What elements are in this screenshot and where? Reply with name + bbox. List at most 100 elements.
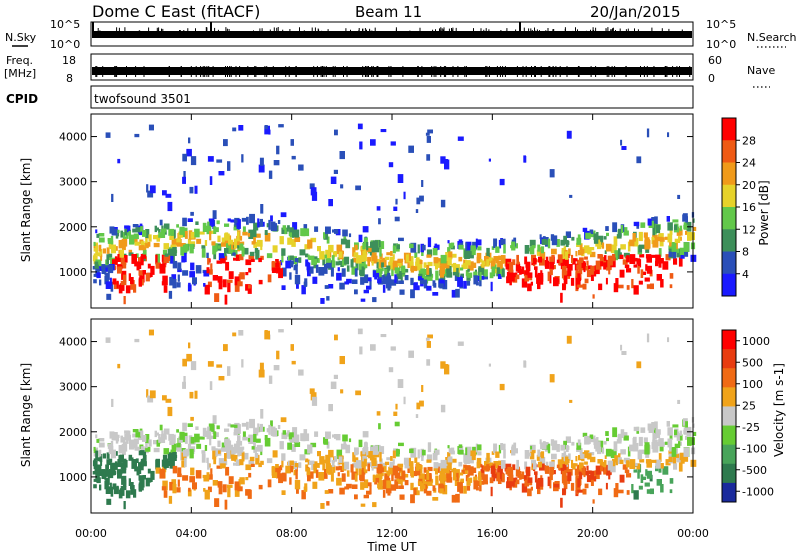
power-cell (250, 258, 255, 262)
velocity-cell (203, 475, 210, 482)
power-cell (155, 253, 160, 264)
velocity-cell (363, 465, 366, 472)
velocity-cell (134, 464, 137, 472)
power-cell (95, 245, 99, 256)
power-cell (636, 258, 641, 265)
power-cell (204, 284, 210, 295)
velocity-cell (571, 441, 575, 446)
velocity-cell (604, 464, 607, 473)
velocity-cell (146, 389, 149, 398)
power-cell (549, 261, 554, 270)
velocity-cell (640, 474, 644, 483)
velocity-cell (577, 439, 581, 446)
velocity-cell (569, 399, 573, 403)
velocity-cell (275, 467, 280, 473)
power-cell (217, 245, 221, 249)
power-cell (416, 197, 421, 205)
colorbar-swatch (722, 184, 736, 208)
velocity-cell (336, 449, 343, 460)
power-cell (671, 242, 677, 252)
velocity-cell (278, 329, 284, 333)
velocity-cell (446, 477, 453, 483)
power-cell (307, 254, 310, 260)
velocity-cell (475, 443, 478, 453)
velocity-cell (255, 438, 261, 443)
power-cell (585, 232, 591, 239)
velocity-cell (363, 458, 367, 467)
power-cell (501, 268, 505, 278)
velocity-cell (201, 450, 206, 454)
power-cell (614, 225, 617, 231)
velocity-cell (217, 440, 221, 448)
power-cell (234, 276, 240, 286)
velocity-cell (362, 431, 369, 438)
power-cell (384, 256, 389, 260)
velocity-cell (93, 446, 96, 451)
velocity-cell (182, 475, 189, 481)
velocity-cell (658, 438, 664, 446)
velocity-cell (207, 361, 214, 367)
power-cell (577, 234, 581, 241)
velocity-cell (303, 433, 310, 442)
power-cell (216, 159, 223, 163)
velocity-cell (366, 447, 369, 456)
velocity-cell (223, 344, 228, 352)
velocity-cell (225, 466, 230, 476)
power-cell (156, 235, 160, 242)
power-cell (256, 239, 263, 247)
velocity-cell (585, 437, 591, 444)
power-cell (216, 220, 220, 225)
velocity-cell (570, 482, 575, 491)
velocity-cell (331, 460, 335, 467)
power-cell (194, 228, 200, 238)
velocity-cell (227, 449, 233, 459)
velocity-cell (141, 459, 147, 464)
velocity-cell (258, 462, 262, 468)
power-cell (427, 129, 433, 134)
power-cell (676, 248, 681, 258)
power-cell (610, 257, 616, 268)
velocity-cell (121, 443, 128, 452)
velocity-cell (421, 454, 424, 461)
velocity-cell (172, 452, 177, 461)
power-cell (189, 243, 194, 254)
power-cell (214, 227, 219, 233)
velocity-cell (372, 475, 378, 483)
power-cell (354, 289, 358, 295)
power-cell (355, 260, 359, 271)
power-cell (468, 261, 474, 271)
power-cell (355, 185, 361, 191)
power-cell (281, 285, 286, 290)
velocity-cell (348, 438, 352, 443)
power-cell (92, 255, 98, 262)
velocity-cell (584, 470, 589, 476)
power-cell (542, 236, 546, 241)
power-cell (320, 298, 325, 304)
velocity-cell (188, 487, 191, 492)
power-cell (285, 260, 291, 269)
power-cell (645, 264, 648, 271)
velocity-cell (633, 426, 640, 432)
velocity-cell (134, 446, 140, 451)
velocity-cell (108, 458, 113, 463)
power-cell (172, 260, 178, 269)
power-cell (590, 251, 596, 258)
velocity-cell (561, 471, 567, 481)
power-cell (243, 247, 249, 255)
velocity-cell (563, 440, 567, 450)
power-cell (593, 271, 597, 277)
power-cell (369, 280, 372, 290)
velocity-cell (627, 446, 631, 457)
power-cell (469, 249, 474, 259)
power-cell (273, 223, 278, 232)
velocity-cell (335, 466, 340, 471)
velocity-cell (255, 454, 260, 465)
power-cell (270, 221, 276, 232)
ytick-label: 2000 (59, 221, 87, 234)
velocity-cell (391, 472, 394, 482)
power-cell (96, 272, 101, 279)
power-cell (122, 255, 128, 263)
velocity-cell (439, 488, 444, 494)
velocity-cell (314, 431, 319, 437)
